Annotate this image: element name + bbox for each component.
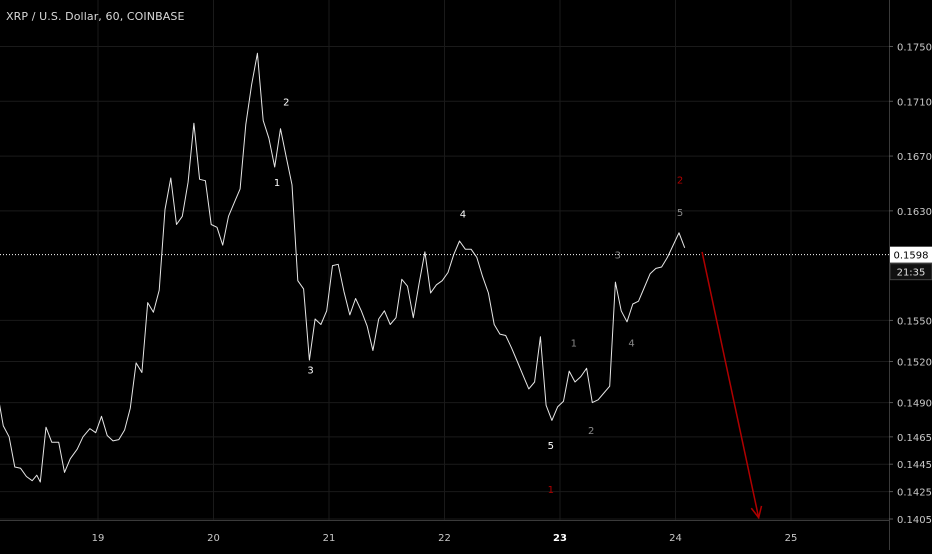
wave-label-white: 3 <box>307 366 313 377</box>
x-tick-label: 21 <box>323 533 336 544</box>
wave-label-white: 2 <box>283 97 289 108</box>
y-tick-label: 0.1710 <box>897 97 932 108</box>
price-line <box>0 52 686 483</box>
y-tick-label: 0.1465 <box>897 433 932 444</box>
x-tick-label: 20 <box>207 533 220 544</box>
y-tick-label: 0.1550 <box>897 316 932 327</box>
wave-label-white: 1 <box>274 178 280 189</box>
y-tick-label: 0.1630 <box>897 207 932 218</box>
y-tick-label: 0.1520 <box>897 358 932 369</box>
y-tick-label: 0.1670 <box>897 152 932 163</box>
wave-labels: 2 1 3 4 5 1 1 2 3 4 5 2 <box>274 97 683 496</box>
wave-label-gray: 2 <box>588 426 594 437</box>
y-tick-label: 0.1405 <box>897 515 932 526</box>
countdown-label: 21:35 <box>897 268 926 279</box>
overlays: 0.1598 21:35 <box>0 246 932 520</box>
wave-label-gray: 5 <box>677 208 683 219</box>
x-tick-label: 25 <box>785 533 798 544</box>
countdown-badge <box>889 263 932 281</box>
wave-label-gray: 4 <box>628 338 634 349</box>
current-price-badge <box>890 246 932 263</box>
wave-label-gray: 3 <box>615 251 621 262</box>
x-tick-label: 24 <box>669 533 682 544</box>
wave-label-gray: 1 <box>571 338 577 349</box>
wave-label-red: 1 <box>548 485 554 496</box>
price-series <box>0 52 686 483</box>
wave-label-white: 5 <box>548 441 554 452</box>
y-tick-label: 0.1490 <box>897 399 932 410</box>
y-tick-label: 0.1445 <box>897 460 932 471</box>
y-tick-label: 0.1425 <box>897 488 932 499</box>
x-tick-label: 19 <box>92 533 105 544</box>
wave-label-white: 4 <box>460 210 466 221</box>
projection-arrow-line <box>701 251 760 518</box>
x-tick-label: 22 <box>438 533 451 544</box>
projection-arrow-head <box>750 505 763 520</box>
chart-title: XRP / U.S. Dollar, 60, COINBASE <box>6 10 185 23</box>
wave-label-red: 2 <box>677 175 683 186</box>
y-tick-label: 0.1750 <box>897 43 932 54</box>
current-price-label: 0.1598 <box>894 251 929 262</box>
x-tick-label: 23 <box>553 533 567 544</box>
grid <box>0 0 889 520</box>
